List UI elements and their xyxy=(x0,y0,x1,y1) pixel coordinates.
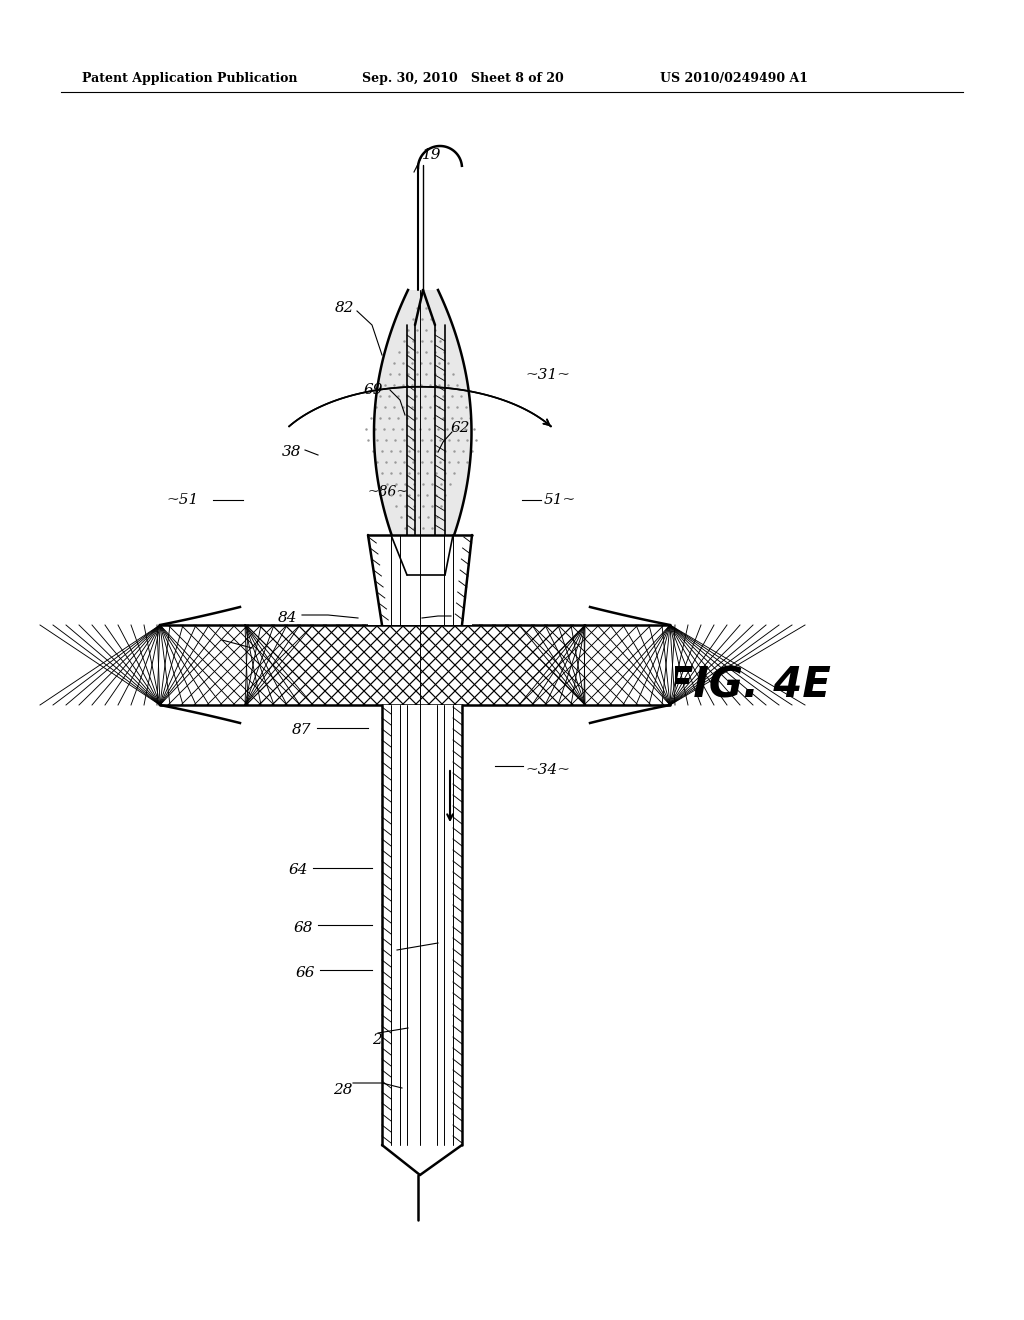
Polygon shape xyxy=(155,601,245,730)
Text: US 2010/0249490 A1: US 2010/0249490 A1 xyxy=(660,73,808,84)
Text: ~31~: ~31~ xyxy=(525,368,570,381)
Text: 50: 50 xyxy=(454,612,473,627)
Text: ~86~: ~86~ xyxy=(368,484,409,499)
Text: 22: 22 xyxy=(373,1034,392,1047)
Text: 82: 82 xyxy=(335,301,354,315)
Bar xyxy=(382,705,462,1144)
Text: 68: 68 xyxy=(293,921,312,935)
Text: 87: 87 xyxy=(292,723,311,737)
Polygon shape xyxy=(374,290,471,576)
Bar xyxy=(368,535,472,624)
Text: Sep. 30, 2010   Sheet 8 of 20: Sep. 30, 2010 Sheet 8 of 20 xyxy=(362,73,564,84)
Text: ~34~: ~34~ xyxy=(525,763,570,777)
Text: 66: 66 xyxy=(295,966,314,979)
Bar xyxy=(160,624,670,705)
Text: 64: 64 xyxy=(288,863,308,876)
Text: 51~: 51~ xyxy=(544,492,577,507)
Text: Patent Application Publication: Patent Application Publication xyxy=(82,73,298,84)
Text: 19: 19 xyxy=(422,148,441,162)
Text: 38: 38 xyxy=(283,445,302,459)
Text: ~20: ~20 xyxy=(182,636,214,649)
Text: 69: 69 xyxy=(364,383,383,397)
Text: FIG. 4E: FIG. 4E xyxy=(665,664,830,706)
Text: 84: 84 xyxy=(279,611,298,624)
Text: 28: 28 xyxy=(333,1082,352,1097)
Text: ~51: ~51 xyxy=(167,492,199,507)
Text: 62: 62 xyxy=(451,421,470,436)
Polygon shape xyxy=(585,601,675,730)
Text: 43: 43 xyxy=(395,948,415,962)
